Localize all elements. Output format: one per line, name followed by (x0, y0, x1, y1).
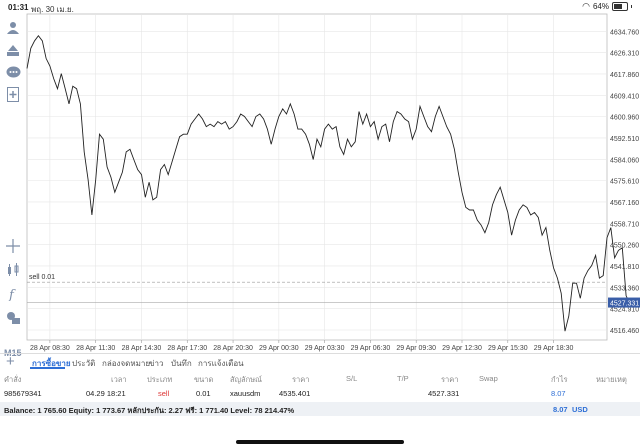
col-comment: หมายเหตุ (596, 375, 627, 384)
battery-percent: 64% (592, 2, 609, 11)
x-tick-label: 29 Apr 06:30 (351, 345, 391, 352)
y-tick-label: 4609.410 (610, 93, 639, 100)
tab-history[interactable]: ประวัติ (72, 359, 96, 368)
status-indicators: ◠ 64% (582, 2, 632, 11)
col-sl: S/L (346, 374, 358, 383)
y-tick-label: 4584.060 (610, 157, 639, 164)
y-tick-label: 4592.510 (610, 136, 639, 143)
x-tick-label: 29 Apr 15:30 (488, 345, 528, 352)
col-price: ราคา (292, 375, 310, 384)
chat-icon[interactable] (3, 62, 23, 82)
add-icon[interactable]: + (6, 353, 15, 370)
row-order: 985679341 (4, 389, 42, 398)
accounts-icon[interactable] (3, 18, 23, 38)
status-date: พฤ. 30 เม.ย. (31, 5, 74, 14)
x-tick-label: 29 Apr 00:30 (259, 345, 299, 352)
y-tick-label: 4575.610 (610, 179, 639, 186)
row-type: sell (158, 389, 170, 398)
x-tick-label: 29 Apr 18:30 (534, 345, 574, 352)
sell-order-label: sell 0.01 (29, 274, 55, 281)
col-size: ขนาด (194, 375, 214, 384)
crosshair-icon[interactable] (3, 236, 23, 256)
y-tick-label: 4533.360 (610, 285, 639, 292)
svg-text:f: f (8, 288, 16, 301)
indicators-icon[interactable] (3, 260, 23, 280)
x-tick-label: 29 Apr 12:30 (442, 345, 482, 352)
terminal-tabs: + การซื้อขาย ประวัติ กล่องจดหมาย ข่าว บั… (0, 353, 640, 371)
table-row[interactable]: 985679341 04.29 18:21 sell 0.01 xauusdm … (0, 387, 640, 401)
tab-alerts[interactable]: การแจ้งเตือน (198, 359, 244, 368)
row-symbol: xauusdm (230, 389, 261, 398)
row-profit: 8.07 (551, 389, 566, 398)
col-profit: กำไร (551, 375, 568, 384)
x-tick-label: 28 Apr 08:30 (30, 345, 70, 352)
x-tick-label: 28 Apr 11:30 (76, 345, 115, 352)
balance-profit: 8.07 (553, 405, 568, 414)
x-tick-label: 29 Apr 09:30 (396, 345, 436, 352)
col-time: เวลา (111, 375, 127, 384)
tab-journal[interactable]: บันทึก (171, 359, 192, 368)
col-symbol: สัญลักษณ์ (230, 375, 263, 384)
x-tick-label: 28 Apr 20:30 (213, 345, 253, 352)
row-size: 0.01 (196, 389, 211, 398)
active-tab-indicator (30, 367, 65, 369)
y-tick-label: 4600.960 (610, 115, 639, 122)
col-swap: Swap (479, 374, 498, 383)
chart-toolbar: f M15 (0, 14, 26, 358)
row-current-price: 4527.331 (428, 389, 460, 398)
tab-news[interactable]: ข่าว (149, 359, 164, 368)
tab-mailbox[interactable]: กล่องจดหมาย (102, 359, 151, 368)
y-tick-label: 4516.460 (610, 328, 639, 335)
battery-icon (612, 2, 628, 11)
plot-area (26, 13, 608, 341)
row-price: 4535.401 (279, 389, 311, 398)
col-tp: T/P (397, 374, 409, 383)
row-time: 04.29 18:21 (86, 389, 126, 398)
tab-trade[interactable]: การซื้อขาย (32, 359, 71, 368)
current-price-badge (608, 297, 640, 308)
y-tick-label: 4567.160 (610, 200, 639, 207)
positions-table-header: คำสั่ง เวลา ประเภท ขนาด สัญลักษณ์ ราคา S… (0, 372, 640, 386)
balance-currency: USD (572, 405, 588, 414)
wifi-icon: ◠ (582, 1, 590, 11)
x-tick-label: 28 Apr 17:30 (167, 345, 207, 352)
trade-icon[interactable] (3, 40, 23, 60)
y-tick-label: 4524.910 (610, 307, 639, 314)
y-tick-label: 4634.760 (610, 29, 639, 36)
status-time: 01:31 (8, 3, 29, 12)
balance-summary: Balance: 1 765.60 Equity: 1 773.67 หลักป… (0, 402, 640, 416)
col-order: คำสั่ง (4, 375, 22, 384)
current-price-label: 4527.331 (610, 301, 639, 308)
price-chart[interactable]: 4634.760 4626.310 4617.860 4609.410 4600.960… (0, 0, 640, 353)
status-bar: 01:31 พฤ. 30 เม.ย. ◠ 64% (0, 0, 640, 14)
y-tick-label: 4550.260 (610, 243, 639, 250)
y-tick-label: 4541.810 (610, 264, 639, 271)
add-document-icon[interactable] (3, 84, 23, 104)
balance-text: Balance: 1 765.60 Equity: 1 773.67 หลักป… (4, 406, 295, 415)
col-type: ประเภท (147, 375, 173, 384)
col-current-price: ราคา (441, 375, 459, 384)
function-icon[interactable]: f (3, 284, 23, 304)
y-tick-label: 4626.310 (610, 51, 639, 58)
home-indicator (236, 440, 404, 444)
objects-icon[interactable] (3, 308, 23, 328)
x-tick-label: 28 Apr 14:30 (122, 345, 162, 352)
y-tick-label: 4558.710 (610, 221, 639, 228)
price-series-line (26, 34, 631, 332)
y-tick-label: 4617.860 (610, 72, 639, 79)
x-tick-label: 29 Apr 03:30 (305, 345, 345, 352)
